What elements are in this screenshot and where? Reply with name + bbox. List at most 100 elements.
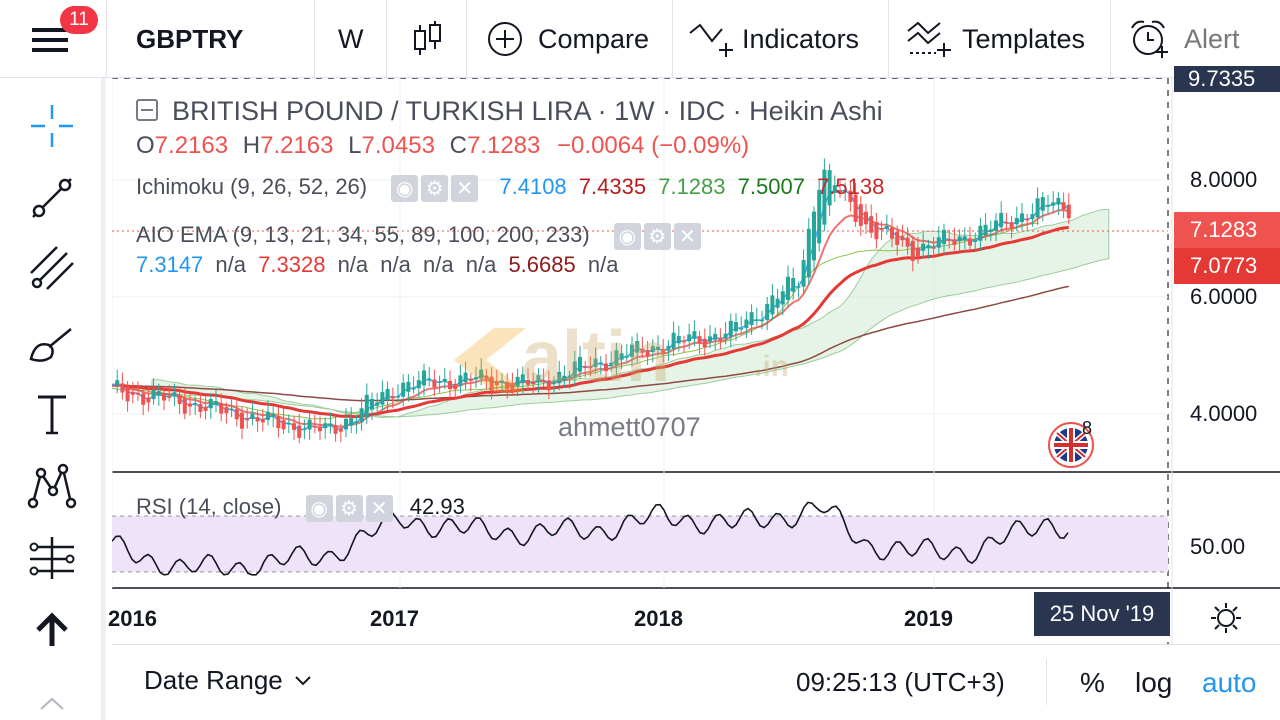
ichimoku-name: Ichimoku (9, 26, 52, 26) [136,174,368,199]
crosshair-tool[interactable] [22,96,82,156]
candle-body [432,379,437,388]
candle-body [656,346,660,350]
low-label: L [348,132,362,159]
watermark-brand: altin [522,317,671,397]
divider [672,0,673,78]
candle-body [838,190,842,193]
candle-body [484,375,489,379]
candle-body [489,376,494,391]
ichimoku-value-1: 7.4108 [499,174,567,199]
collapse-toolbar-button[interactable] [22,686,82,720]
candle-body [130,391,135,395]
ema-value-4: n/a [337,252,369,277]
symbol-legend[interactable]: BRITISH POUND / TURKISH LIRA · 1W · IDC … [136,96,883,127]
close-icon[interactable]: ✕ [451,174,479,202]
scroll-up-tool[interactable] [22,600,82,660]
candle-body [687,334,692,342]
ema-value-5: n/a [380,252,411,277]
auto-toggle[interactable]: auto [1202,667,1257,698]
compare-button[interactable]: Compare [486,0,649,78]
chart-area[interactable]: altin .in ahmett0707 BRITISH POUND / TUR… [108,66,1280,644]
candle-body [583,366,588,369]
candle-body [832,185,837,194]
candle-body [136,392,140,395]
ema-233-line [112,285,1069,402]
symbol-button[interactable]: GBPTRY [136,23,244,54]
eye-icon[interactable]: ◉ [613,222,641,250]
candle-body [968,238,972,246]
candle-body [697,336,702,344]
event-count: 8 [1082,418,1093,438]
candle-body [541,379,546,382]
ema-value-6: n/a [423,252,454,277]
economic-event-marker[interactable] [1048,422,1094,468]
candle-body [1009,222,1014,229]
candle-body [635,341,640,353]
pitchfork-tool[interactable] [22,238,82,298]
eye-icon[interactable]: ◉ [391,174,419,202]
price-label-8: 8.0000 [1190,167,1258,192]
date-range-button[interactable]: Date Range [144,665,313,696]
measure-tool[interactable] [22,528,82,588]
candle-body [936,237,941,248]
candle-body [338,428,343,432]
candle-body [234,409,239,420]
menu-button[interactable] [30,0,70,78]
candle-body [884,226,889,229]
close-icon[interactable]: ✕ [365,494,393,522]
candle-body [193,403,198,405]
text-tool[interactable] [22,384,82,444]
interval-button[interactable]: W [338,23,364,54]
rsi-line [112,501,1069,576]
candle-body [458,375,463,386]
candle-body [713,333,718,340]
candle-body [780,291,785,305]
rsi-axis-label: 50.00 [1190,534,1246,559]
chart-canvas[interactable] [112,78,1280,644]
rsi-legend[interactable]: RSI (14, close) ◉ ⚙ ✕ 42.93 [136,494,465,522]
alert-button[interactable]: Alert [1128,0,1240,78]
eye-icon[interactable]: ◉ [305,494,333,522]
candle-body [614,350,619,365]
legend-chart-style: · Heikin Ashi [732,96,883,126]
clock[interactable]: 09:25:13 (UTC+3) [796,667,1005,697]
chart-settings-button[interactable] [1204,600,1248,636]
chart-style-button[interactable] [410,0,444,78]
candle-body [1030,214,1035,220]
ichimoku-legend[interactable]: Ichimoku (9, 26, 52, 26) ◉ ⚙ ✕ 7.4108 7.43… [136,174,884,202]
templates-button[interactable]: Templates [906,0,1085,78]
indicators-icon [689,23,733,57]
high-value: 7.2163 [260,132,334,159]
percent-toggle[interactable]: % [1080,667,1105,698]
hamburger-icon [32,28,68,52]
gear-icon[interactable]: ⚙ [421,174,449,202]
candle-body [895,231,900,245]
candle-body [770,295,775,315]
candle-body [890,227,894,239]
candle-body [869,216,874,233]
chevron-down-icon [295,675,311,685]
close-icon[interactable]: ✕ [673,222,701,250]
candle-body [806,228,811,278]
brush-tool[interactable] [22,314,82,374]
candle-body [552,382,556,384]
gear-icon[interactable]: ⚙ [643,222,671,250]
ema-legend[interactable]: AIO EMA (9, 13, 21, 34, 55, 89, 100, 200… [136,222,704,250]
candle-body [728,320,733,337]
brush-icon [29,328,72,362]
watermark-logo [454,324,526,396]
log-toggle[interactable]: log [1135,667,1173,698]
candle-body [588,366,593,369]
crosshair-date-label: 25 Nov '19 [1034,592,1170,636]
trendline-tool[interactable] [22,168,82,228]
candle-body [396,396,400,398]
candle-body [266,411,270,420]
candle-body [250,413,255,419]
divider [1110,0,1111,78]
collapse-legend-icon[interactable] [136,98,158,121]
gear-icon[interactable]: ⚙ [335,494,363,522]
candles-icon [414,21,441,55]
candle-body [1035,198,1040,218]
indicators-button[interactable]: Indicators [688,0,859,78]
pattern-tool[interactable] [22,456,82,516]
